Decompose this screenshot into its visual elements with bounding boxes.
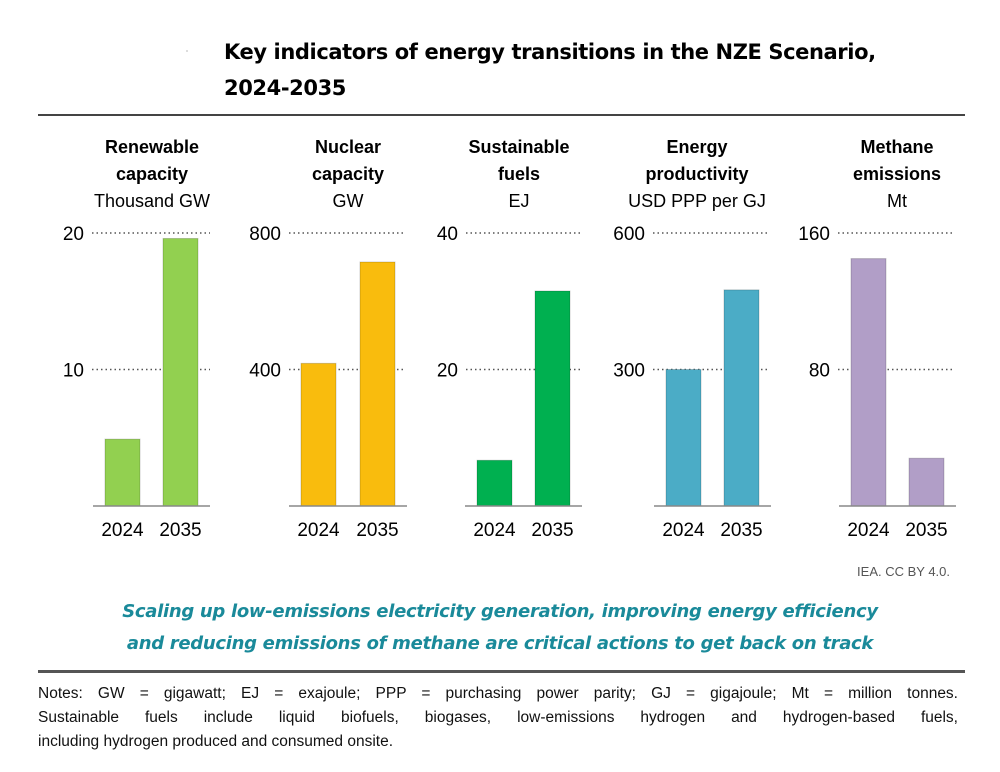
bar-2024 (104, 438, 141, 507)
panel-title-line-1: Methane (860, 137, 933, 157)
x-tick-label: 2035 (531, 520, 573, 541)
x-tick-label: 2035 (905, 520, 947, 541)
bar-2024 (476, 459, 513, 507)
x-tick-label: 2024 (847, 520, 890, 541)
y-tick-label: 20 (63, 224, 84, 245)
chart-title-line-2: 2024-2035 (224, 76, 347, 100)
y-tick-label: 10 (63, 361, 84, 382)
credit-label: IEA. CC BY 4.0. (857, 564, 950, 579)
notes-line-1: Notes: GW = gigawatt; EJ = exajoule; PPP… (38, 685, 958, 702)
x-tick-label: 2024 (297, 520, 340, 541)
panel-title-line-2: capacity (312, 164, 384, 184)
x-tick-label: 2024 (473, 520, 516, 541)
y-tick-label: 160 (798, 224, 830, 245)
bar-2024 (665, 369, 702, 507)
top-divider (38, 114, 965, 116)
panel-title-line-2: capacity (116, 164, 188, 184)
key-message-line-2: and reducing emissions of methane are cr… (126, 633, 874, 654)
panel-unit-label: EJ (508, 191, 529, 211)
bar-2035 (359, 261, 396, 507)
bar-2024 (850, 258, 887, 507)
panel-title-line-1: Renewable (105, 137, 199, 157)
panel-title-line-2: productivity (645, 164, 748, 184)
bar-2035 (908, 457, 945, 507)
y-tick-label: 800 (249, 224, 281, 245)
x-tick-label: 2035 (159, 520, 201, 541)
bar-2024 (300, 362, 337, 507)
panel-title-line-1: Energy (666, 137, 727, 157)
charts-panel: Renewable capacity Thousand GW 10 20 2024 2035… (63, 137, 956, 541)
y-tick-label: 300 (613, 361, 645, 382)
y-tick-label: 40 (437, 224, 458, 245)
y-tick-label: 600 (613, 224, 645, 245)
chart-title: Key indicators of energy transitions in … (224, 34, 876, 106)
panel-unit-label: GW (333, 191, 364, 211)
y-tick-label: 20 (437, 361, 458, 382)
bar-2035 (162, 237, 199, 507)
bar-2035 (534, 290, 571, 507)
panel-unit-label: Mt (887, 191, 907, 211)
key-message: Scaling up low-emissions electricity gen… (0, 596, 1000, 660)
bar-2035 (723, 289, 760, 507)
key-message-line-1: Scaling up low-emissions electricity gen… (122, 601, 878, 622)
decorative-dot (186, 50, 188, 52)
x-tick-label: 2035 (356, 520, 398, 541)
panel-title-line-2: fuels (498, 164, 540, 184)
panel-title-line-1: Nuclear (315, 137, 381, 157)
panel-unit-label: USD PPP per GJ (628, 191, 766, 211)
y-tick-label: 400 (249, 361, 281, 382)
x-tick-label: 2024 (662, 520, 705, 541)
notes-line-2: Sustainable fuels include liquid biofuel… (38, 709, 958, 726)
panel-unit-label: Thousand GW (94, 191, 210, 211)
panel-title-line-2: emissions (853, 164, 941, 184)
panel-title-line-1: Sustainable (468, 137, 569, 157)
notes-divider (38, 670, 965, 673)
y-tick-label: 80 (809, 361, 830, 382)
chart-title-line-1: Key indicators of energy transitions in … (224, 40, 876, 64)
notes-line-3: including hydrogen produced and consumed… (38, 733, 394, 750)
notes: Notes: GW = gigawatt; EJ = exajoule; PPP… (38, 682, 958, 754)
x-tick-label: 2035 (720, 520, 762, 541)
x-tick-label: 2024 (101, 520, 144, 541)
